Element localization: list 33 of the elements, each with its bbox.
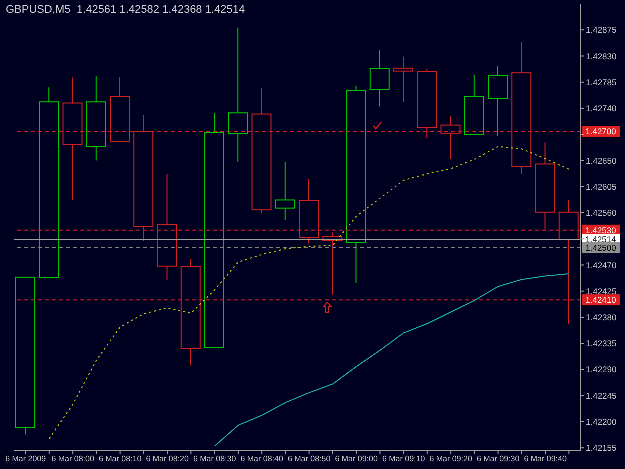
y-tick-label: 1.42470 (586, 260, 617, 270)
y-tick-label: 1.42740 (586, 104, 617, 114)
y-tick-label: 1.42560 (586, 208, 617, 218)
y-tick-label: 1.42650 (586, 156, 617, 166)
ref-line-label: 1.42500 (586, 242, 617, 253)
x-tick-label: 6 Mar 09:20 (430, 454, 473, 464)
ref-line-label: 1.42410 (586, 295, 617, 306)
x-tick-label: 6 Mar 08:50 (288, 454, 332, 464)
x-tick-label: 6 Mar 08:40 (240, 454, 284, 464)
x-tick-label: 6 Mar 08:20 (146, 454, 190, 464)
y-tick-label: 1.42830 (586, 51, 617, 62)
y-tick-label: 1.42380 (586, 312, 617, 322)
y-tick-label: 1.42425 (586, 286, 617, 296)
x-tick-label: 6 Mar 08:10 (98, 454, 142, 464)
y-tick-label: 1.42155 (586, 443, 617, 454)
x-tick-label: 6 Mar 09:40 (524, 454, 568, 464)
ref-line-label: 1.42700 (586, 126, 617, 137)
y-tick-label: 1.42245 (586, 390, 617, 401)
y-tick-label: 1.42200 (586, 416, 617, 427)
ref-line-label: 1.42530 (586, 225, 617, 236)
x-tick-label: 6 Mar 08:30 (193, 454, 237, 464)
y-tick-label: 1.42785 (586, 77, 617, 88)
x-tick-label: 6 Mar 09:00 (335, 454, 378, 464)
ref-line-label: 1.42514 (586, 234, 617, 245)
x-tick-label: 6 Mar 09:30 (476, 454, 520, 464)
y-tick-label: 1.42605 (586, 182, 617, 192)
chart-title: GBPUSD,M5 1.42561 1.42582 1.42368 1.42514 (6, 4, 246, 16)
x-tick-label: 6 Mar 09:10 (382, 454, 426, 464)
y-tick-label: 1.42875 (586, 25, 617, 36)
y-tick-label: 1.42290 (586, 364, 617, 375)
x-tick-label: 6 Mar 2009 (6, 454, 47, 464)
y-tick-label: 1.42335 (586, 338, 617, 349)
x-tick-label: 6 Mar 08:00 (52, 454, 95, 464)
